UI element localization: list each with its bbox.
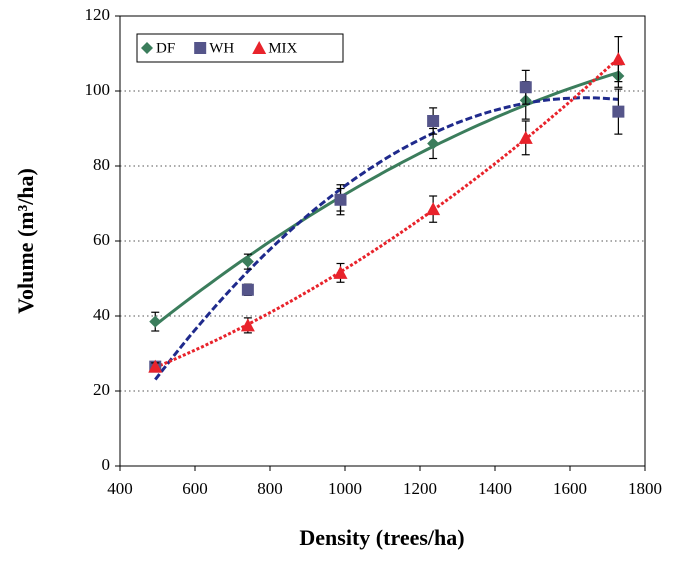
- y-tick-label: 60: [93, 230, 110, 249]
- plot-frame: [119, 15, 646, 467]
- trend-line: [154, 71, 619, 327]
- y-tick-label: 100: [85, 80, 111, 99]
- marker: [252, 41, 267, 54]
- trend-line: [154, 96, 619, 381]
- marker: [427, 137, 440, 150]
- marker: [612, 105, 625, 118]
- x-tick-label: 1200: [403, 479, 437, 498]
- marker: [149, 315, 162, 328]
- x-tick-label: 1000: [328, 479, 362, 498]
- marker: [240, 318, 255, 332]
- marker: [519, 81, 532, 94]
- trend-line: [154, 57, 620, 369]
- legend-label: DF: [156, 40, 175, 56]
- marker: [426, 202, 441, 216]
- y-tick-label: 80: [93, 155, 110, 174]
- x-tick-label: 400: [107, 479, 133, 498]
- legend-label: MIX: [268, 40, 297, 56]
- marker: [611, 52, 626, 66]
- y-tick-label: 120: [85, 5, 111, 24]
- y-tick-label: 20: [93, 380, 110, 399]
- x-tick-label: 1800: [628, 479, 662, 498]
- marker: [241, 283, 254, 296]
- x-tick-label: 1400: [478, 479, 512, 498]
- marker: [194, 42, 207, 54]
- y-axis-title: Volume (m³/ha): [13, 168, 38, 314]
- y-tick-label: 40: [93, 305, 110, 324]
- legend-label: WH: [209, 40, 234, 56]
- x-tick-label: 800: [257, 479, 283, 498]
- marker: [241, 255, 254, 268]
- marker: [518, 130, 533, 144]
- marker: [427, 115, 440, 127]
- marker: [334, 193, 347, 206]
- x-tick-label: 600: [182, 479, 208, 498]
- y-tick-label: 0: [102, 455, 111, 474]
- legend-box: [136, 33, 344, 63]
- marker: [141, 42, 153, 54]
- x-tick-label: 1600: [553, 479, 587, 498]
- x-axis-title: Density (trees/ha): [299, 525, 464, 550]
- marker: [333, 265, 348, 279]
- marker: [148, 359, 163, 373]
